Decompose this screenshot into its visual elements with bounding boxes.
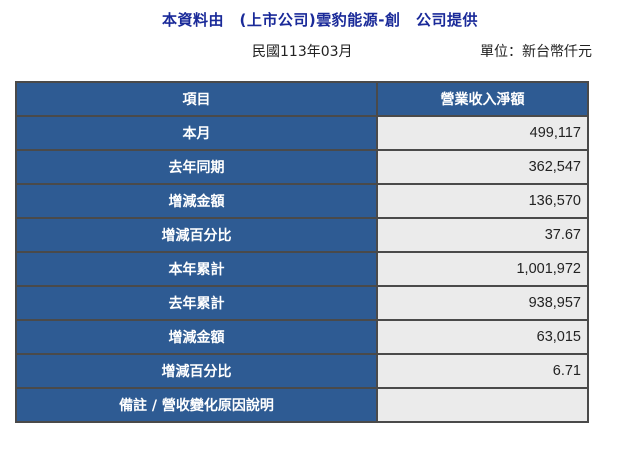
row-label: 增減金額: [15, 319, 378, 355]
table-row: 去年累計 938,957: [15, 285, 589, 321]
row-value: 1,001,972: [376, 251, 589, 287]
row-value: 37.67: [376, 217, 589, 253]
row-value: 6.71: [376, 353, 589, 389]
table-row: 增減金額 136,570: [15, 183, 589, 219]
table-row: 備註 / 營收變化原因說明: [15, 387, 589, 423]
column-header-item: 項目: [15, 81, 378, 117]
table-row: 增減百分比 37.67: [15, 217, 589, 253]
row-value: [376, 387, 589, 423]
row-value: 938,957: [376, 285, 589, 321]
row-label: 增減金額: [15, 183, 378, 219]
row-value: 362,547: [376, 149, 589, 185]
table-row: 去年同期 362,547: [15, 149, 589, 185]
table-row: 本月 499,117: [15, 115, 589, 151]
row-value: 499,117: [376, 115, 589, 151]
row-label: 增減百分比: [15, 353, 378, 389]
table-row: 增減百分比 6.71: [15, 353, 589, 389]
row-label: 去年累計: [15, 285, 378, 321]
currency-unit: 單位：新台幣仟元: [480, 44, 592, 60]
row-label: 本月: [15, 115, 378, 151]
row-label: 增減百分比: [15, 217, 378, 253]
table-header-row: 項目 營業收入淨額: [15, 81, 589, 117]
row-value: 63,015: [376, 319, 589, 355]
column-header-revenue: 營業收入淨額: [376, 81, 589, 117]
row-value: 136,570: [376, 183, 589, 219]
table-row: 本年累計 1,001,972: [15, 251, 589, 287]
revenue-table: 項目 營業收入淨額 本月 499,117 去年同期 362,547 增減金額 1…: [15, 81, 589, 423]
row-label: 備註 / 營收變化原因說明: [15, 387, 378, 423]
source-line: 本資料由 (上市公司)雲豹能源-創 公司提供: [162, 11, 478, 29]
table-row: 增減金額 63,015: [15, 319, 589, 355]
row-label: 本年累計: [15, 251, 378, 287]
report-period: 民國113年03月: [252, 44, 353, 60]
row-label: 去年同期: [15, 149, 378, 185]
